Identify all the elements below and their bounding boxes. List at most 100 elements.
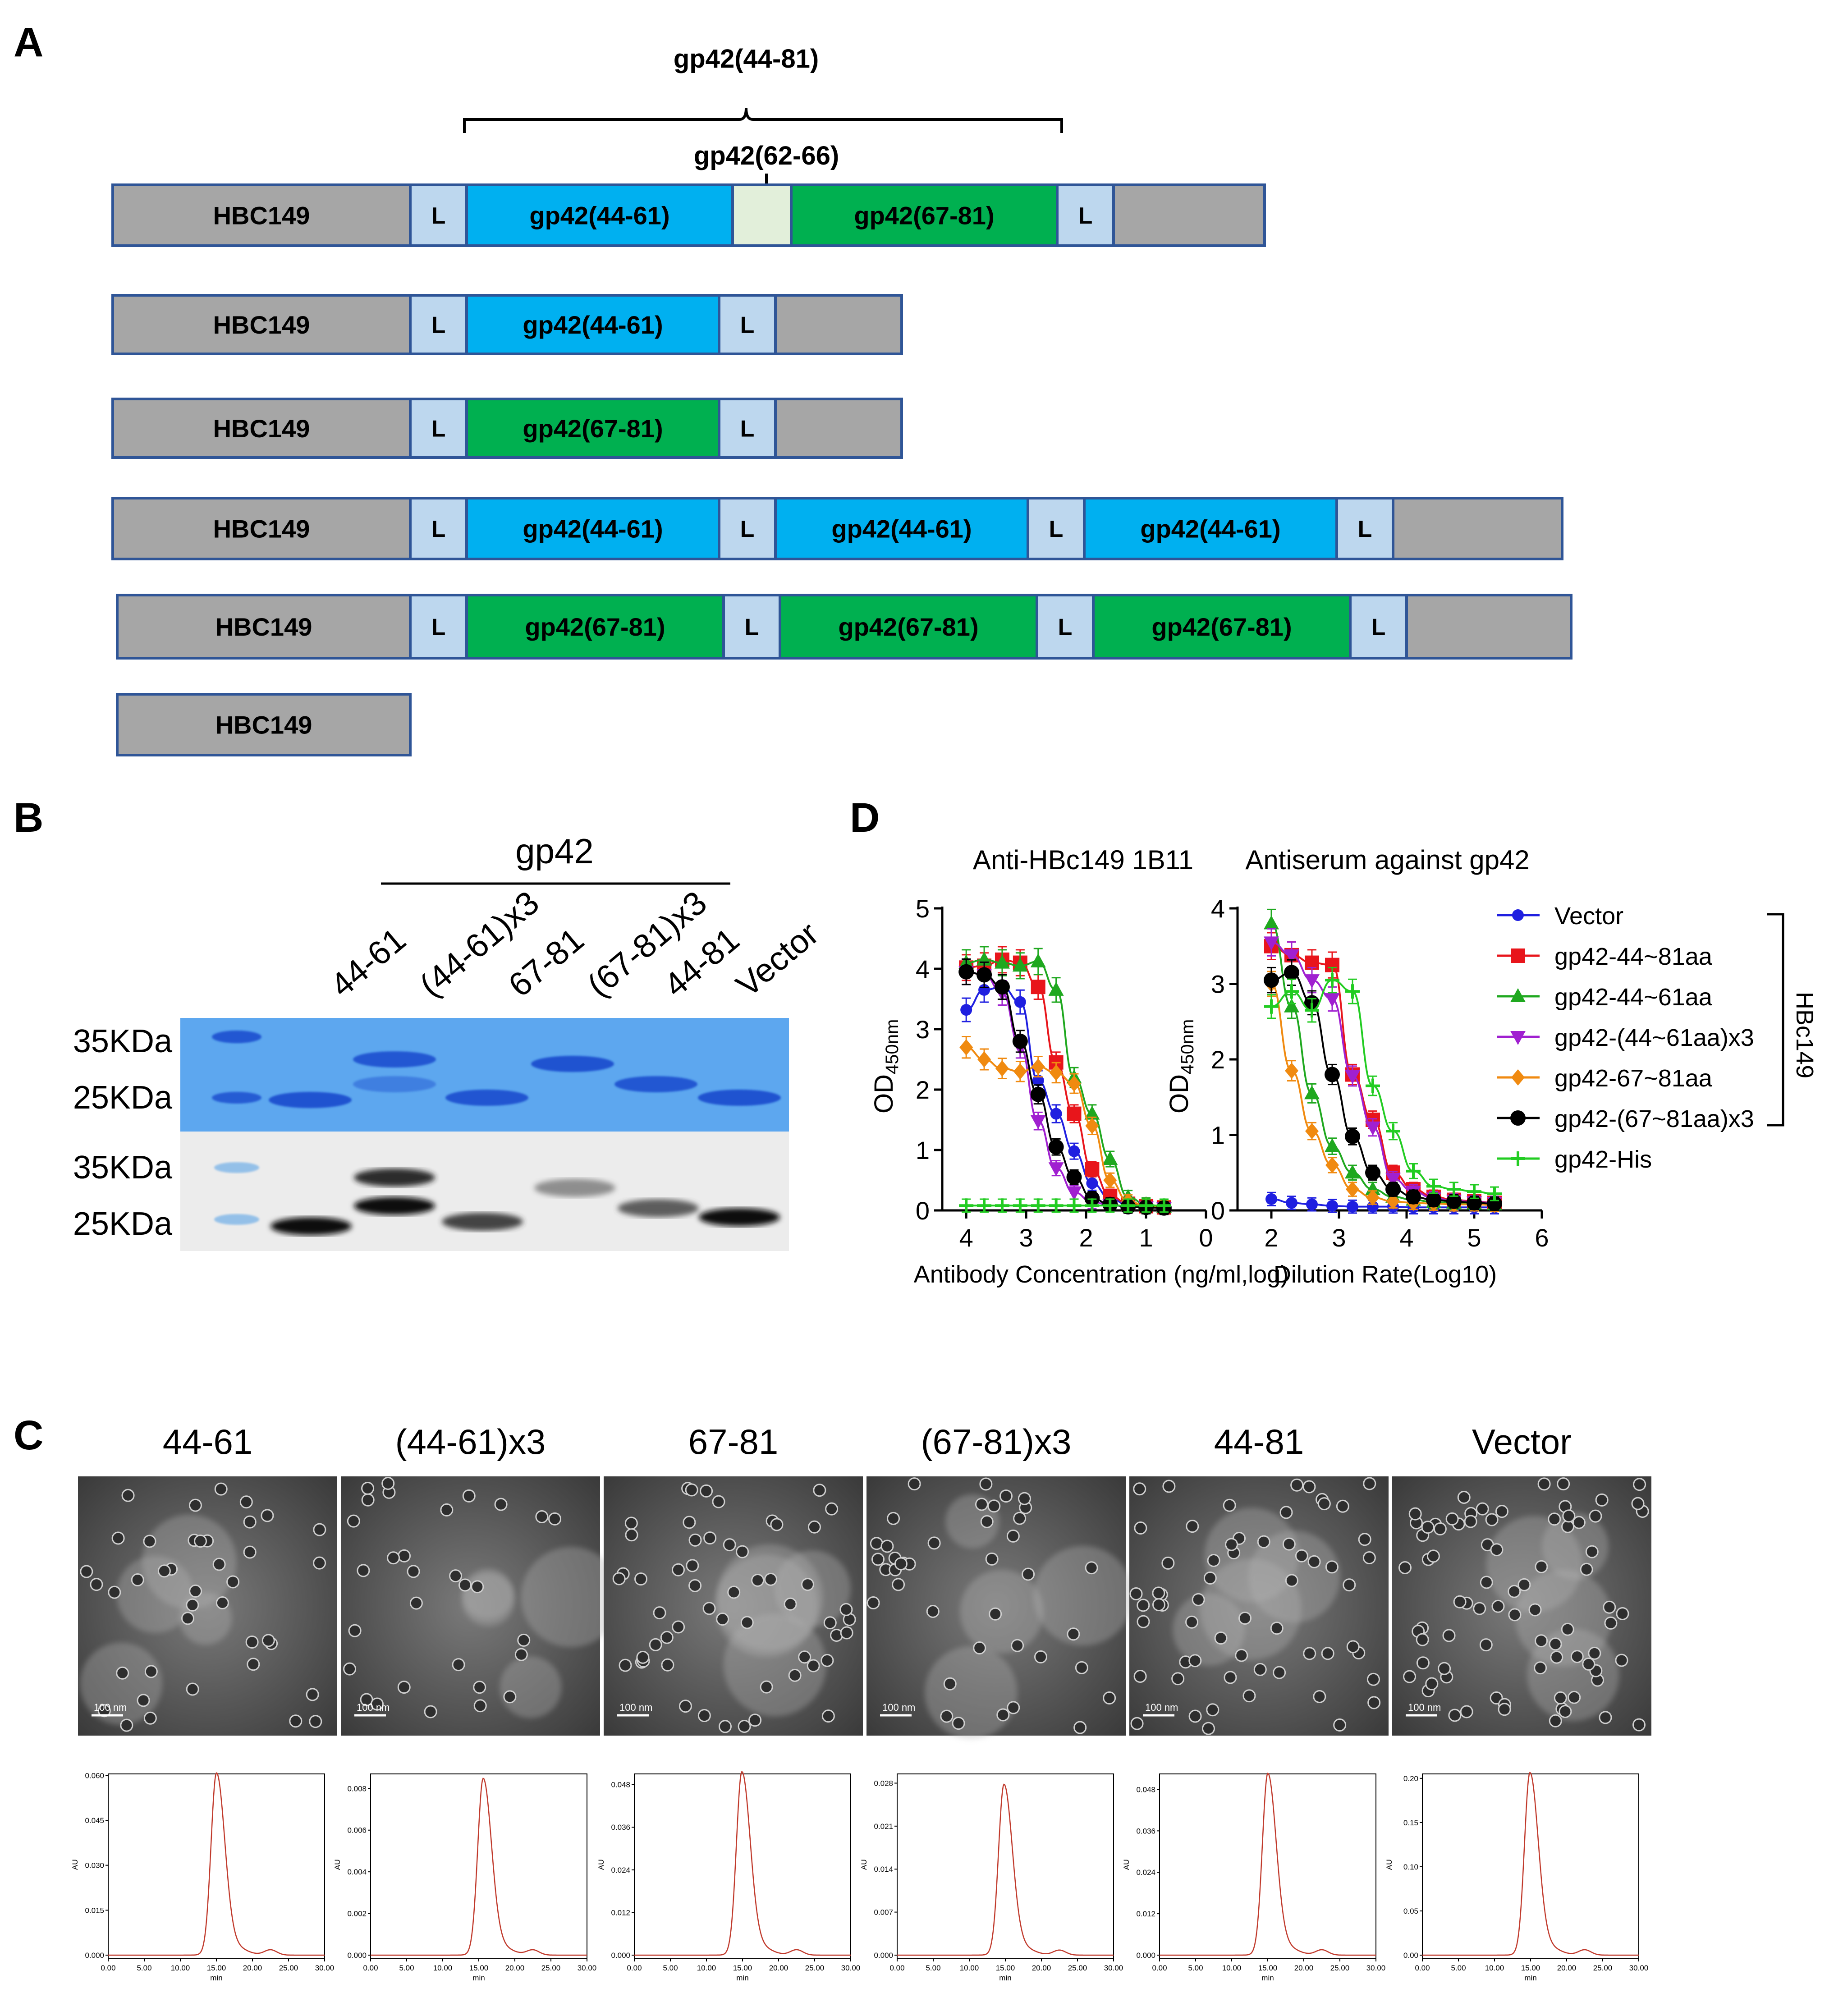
data-point [1286, 1197, 1297, 1209]
tem-particle [1615, 1654, 1628, 1667]
data-point [1013, 1198, 1027, 1213]
tem-particle [247, 1658, 260, 1671]
tail-segment [1392, 497, 1563, 560]
tem-particle [871, 1553, 885, 1566]
tem-particle [1398, 1561, 1412, 1575]
tem-particle [1473, 1602, 1486, 1615]
x-tick-label: 0 [1199, 1223, 1213, 1252]
series-line [1271, 979, 1495, 1195]
tem-particle [471, 1580, 484, 1594]
tem-particle [760, 1680, 773, 1694]
linker-segment [409, 183, 468, 247]
hplc-x-tick-label: 20.00 [1032, 1964, 1051, 1972]
panel-label-b: B [14, 795, 43, 841]
data-point [1084, 1105, 1100, 1120]
data-point [1284, 965, 1299, 981]
tem-particle [1403, 1670, 1417, 1683]
tem-particle [1616, 1607, 1629, 1621]
tem-particle [535, 1510, 549, 1523]
data-point [1156, 1198, 1171, 1213]
tem-particle [943, 1677, 957, 1691]
hplc-y-tick-label: 0.004 [347, 1868, 367, 1876]
tem-particle [703, 1531, 717, 1545]
tem-particle [688, 1533, 702, 1547]
tem-particle [1011, 1639, 1024, 1652]
tem-particle [973, 1641, 986, 1654]
tem-particle [821, 1654, 834, 1667]
tem-particle [239, 1495, 253, 1509]
hplc-plot: 0.000 0.012 0.024 0.036 0.048 0.00 5.00 10.00 15… [597, 1771, 860, 1982]
tem-particle [671, 1563, 685, 1576]
y-tick-label: 4 [1211, 894, 1225, 923]
data-point [1406, 1189, 1421, 1205]
ladder-band-25 [212, 1092, 261, 1104]
legend-marker [1510, 1110, 1526, 1126]
tem-particle [458, 1578, 472, 1592]
tem-particle [1442, 1629, 1456, 1642]
hplc-y-tick-label: 0.006 [347, 1826, 367, 1835]
core-segment-label: HBC149 [213, 202, 310, 230]
tem-particle [840, 1626, 853, 1640]
tem-particle [892, 1578, 905, 1591]
hplc-plot: 0.000 0.012 0.024 0.036 0.048 0.00 5.00 10.00 15… [1122, 1773, 1385, 1982]
panel-label-d: D [850, 795, 880, 841]
data-point [1031, 1058, 1045, 1075]
data-point [1366, 1078, 1380, 1093]
tem-particle [996, 1708, 1010, 1722]
hplc-x-tick-label: 15.00 [469, 1964, 489, 1972]
tem-particle [1632, 1718, 1646, 1732]
tem-scale-label: 100 nm [357, 1702, 390, 1713]
tem-particle [1528, 1603, 1542, 1617]
hplc-x-tick-label: 0.00 [1152, 1964, 1167, 1972]
tem-particle [1561, 1622, 1574, 1636]
series [1264, 908, 1502, 1212]
tem-particle [624, 1517, 638, 1530]
data-point [1511, 1151, 1525, 1166]
tail-segment [774, 398, 903, 459]
data-point [1030, 1115, 1046, 1129]
tem-particle [688, 1579, 702, 1592]
hplc-x-tick-label: 5.00 [137, 1964, 151, 1972]
hplc-x-tick-label: 0.00 [363, 1964, 378, 1972]
panel-label-a: A [14, 19, 43, 65]
tem-particle [1103, 1691, 1116, 1704]
tem-particle [801, 1578, 814, 1591]
tem-particle [343, 1662, 357, 1676]
hplc-x-tick-label: 30.00 [1104, 1964, 1123, 1972]
hplc-y-tick-label: 0.05 [1403, 1907, 1418, 1915]
data-point [959, 1198, 974, 1213]
data-point [1103, 1198, 1118, 1213]
tem-particle [798, 1650, 811, 1664]
linker-segment [409, 497, 468, 560]
data-point [1365, 1181, 1380, 1196]
tem-particle [1572, 1516, 1586, 1529]
tem-particle [1185, 1615, 1199, 1629]
series [959, 946, 1171, 1215]
western-blot [180, 1132, 789, 1251]
segment-44-61 [774, 497, 1029, 560]
tem-particle [1534, 1661, 1547, 1675]
legend-label: gp42-67~81aa [1554, 1065, 1713, 1092]
tem-particle [661, 1658, 674, 1672]
tem-scale-label: 100 nm [1408, 1702, 1441, 1713]
bracket-label-44-81: gp42(44-81) [674, 44, 819, 73]
data-point [1139, 1198, 1154, 1213]
linker-segment [1335, 497, 1394, 560]
legend-marker [1512, 909, 1524, 921]
data-point [1264, 915, 1279, 930]
legend-marker [1511, 1069, 1525, 1086]
hplc-y-title: AU [860, 1859, 868, 1870]
hplc-x-tick-label: 25.00 [805, 1964, 825, 1972]
tem-particle [309, 1715, 322, 1728]
data-point [1346, 1181, 1359, 1198]
hplc-x-tick-label: 10.00 [1222, 1964, 1242, 1972]
data-point [1086, 1177, 1098, 1189]
tem-particle [407, 1565, 420, 1578]
tem-particle [313, 1523, 326, 1536]
tem-particle [989, 1607, 1002, 1621]
x-axis-title: Dilution Rate(Log10) [1274, 1261, 1497, 1288]
data-point [1386, 1193, 1400, 1210]
tem-bright-region [1033, 1546, 1133, 1646]
tem-particle [1570, 1650, 1584, 1663]
